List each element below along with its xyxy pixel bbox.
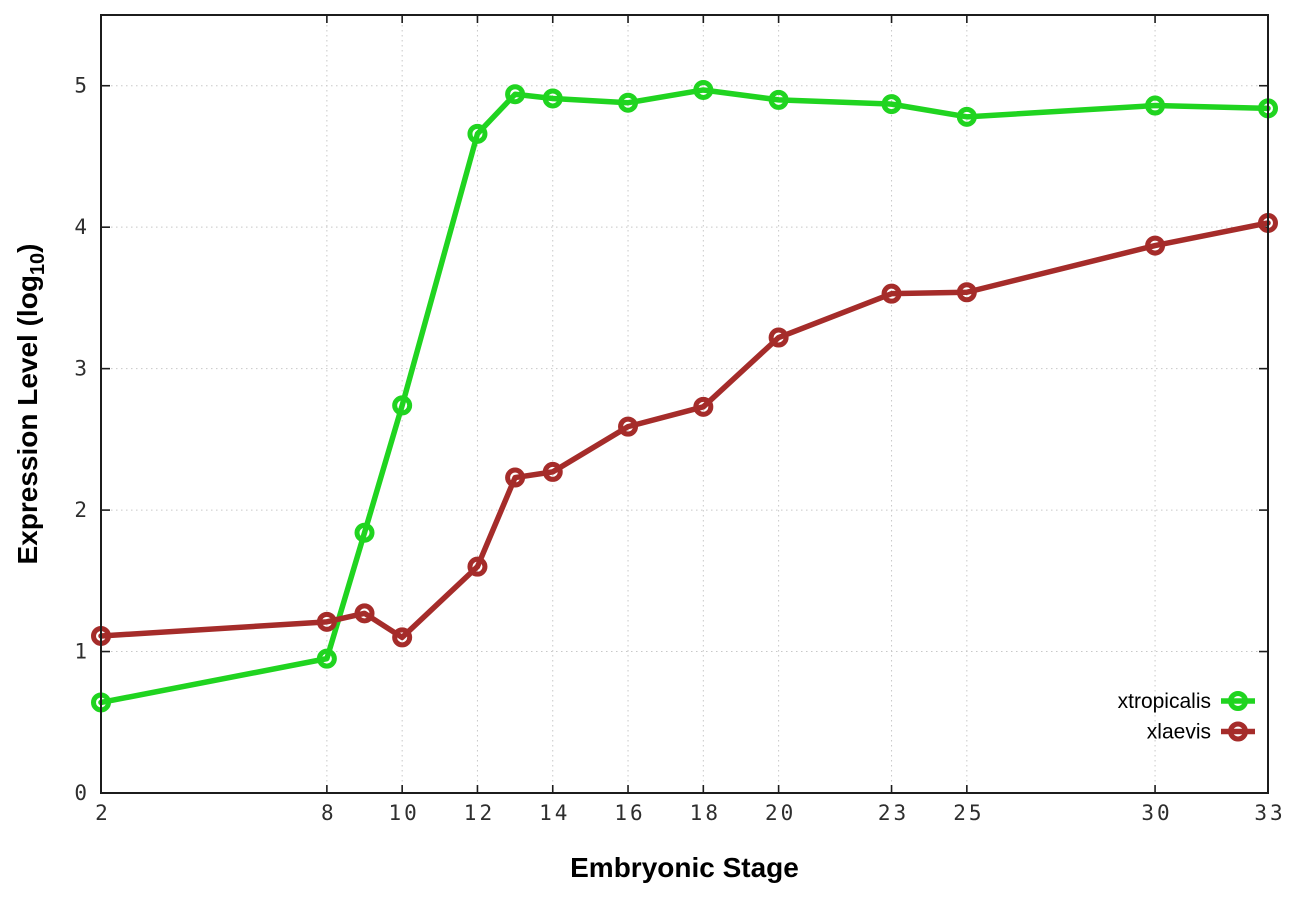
plot-border — [100, 14, 1269, 794]
x-tick-label: 30 — [1141, 801, 1172, 825]
data-point-xlaevis — [392, 627, 413, 648]
data-point-xlaevis — [316, 611, 337, 632]
legend-sample-marker — [1228, 721, 1248, 742]
data-point-xtropicalis — [316, 648, 337, 669]
y-tick-label: 4 — [74, 215, 90, 239]
legend-entry-xlaevis: xlaevis — [1147, 721, 1255, 744]
data-point-xlaevis — [768, 327, 789, 348]
series-line-xtropicalis — [98, 87, 1271, 706]
data-point-xlaevis — [618, 416, 639, 437]
data-point-xtropicalis — [392, 395, 413, 416]
data-point-xlaevis — [505, 467, 526, 488]
data-point-xtropicalis — [1145, 95, 1166, 116]
legend: xtropicalis xlaevis — [1118, 690, 1255, 744]
x-tick-label: 20 — [765, 801, 796, 825]
x-tick-label: 10 — [389, 801, 420, 825]
data-point-xlaevis — [956, 282, 977, 303]
x-tick-label: 23 — [878, 801, 909, 825]
x-tick-label: 25 — [953, 801, 984, 825]
x-tick-label: 2 — [95, 801, 111, 825]
series-xtropicalis — [91, 79, 1278, 713]
y-tick-label: 0 — [74, 781, 90, 805]
gridlines — [101, 15, 1268, 793]
tick-marks — [100, 15, 1269, 794]
series-line-xlaevis — [98, 220, 1271, 641]
x-tick-labels: 2 8 10 12 14 16 18 20 23 25 30 33 — [95, 801, 1285, 825]
data-point-xtropicalis — [354, 522, 375, 543]
data-point-xlaevis — [693, 396, 714, 417]
data-point-xtropicalis — [768, 89, 789, 110]
data-point-xtropicalis — [542, 88, 563, 109]
data-point-xtropicalis — [956, 106, 977, 127]
legend-label: xlaevis — [1147, 721, 1211, 744]
data-point-xlaevis — [1145, 235, 1166, 256]
legend-label: xtropicalis — [1118, 690, 1211, 713]
data-point-xlaevis — [881, 283, 902, 304]
data-point-xlaevis — [354, 603, 375, 624]
y-tick-label: 2 — [74, 498, 90, 522]
y-tick-labels: 0 1 2 3 4 5 — [74, 74, 90, 805]
data-point-xtropicalis — [467, 123, 488, 144]
x-tick-label: 12 — [464, 801, 495, 825]
data-point-xtropicalis — [505, 84, 526, 105]
data-point-xlaevis — [467, 556, 488, 577]
y-tick-label: 1 — [74, 640, 90, 664]
x-tick-label: 33 — [1254, 801, 1285, 825]
data-point-xtropicalis — [618, 92, 639, 113]
data-point-xtropicalis — [881, 94, 902, 115]
series-xlaevis — [91, 212, 1278, 648]
y-axis-title: Expression Level (log10) — [12, 244, 49, 565]
data-point-xlaevis — [542, 461, 563, 482]
x-tick-label: 14 — [539, 801, 570, 825]
legend-sample-marker — [1228, 691, 1248, 711]
x-tick-label: 8 — [321, 801, 337, 825]
x-axis-title: Embryonic Stage — [570, 852, 799, 883]
y-tick-label: 3 — [74, 357, 90, 381]
y-tick-label: 5 — [74, 74, 90, 98]
data-point-xtropicalis — [693, 79, 714, 100]
x-tick-label: 16 — [614, 801, 645, 825]
x-tick-label: 18 — [690, 801, 721, 825]
legend-entry-xtropicalis: xtropicalis — [1118, 690, 1255, 713]
